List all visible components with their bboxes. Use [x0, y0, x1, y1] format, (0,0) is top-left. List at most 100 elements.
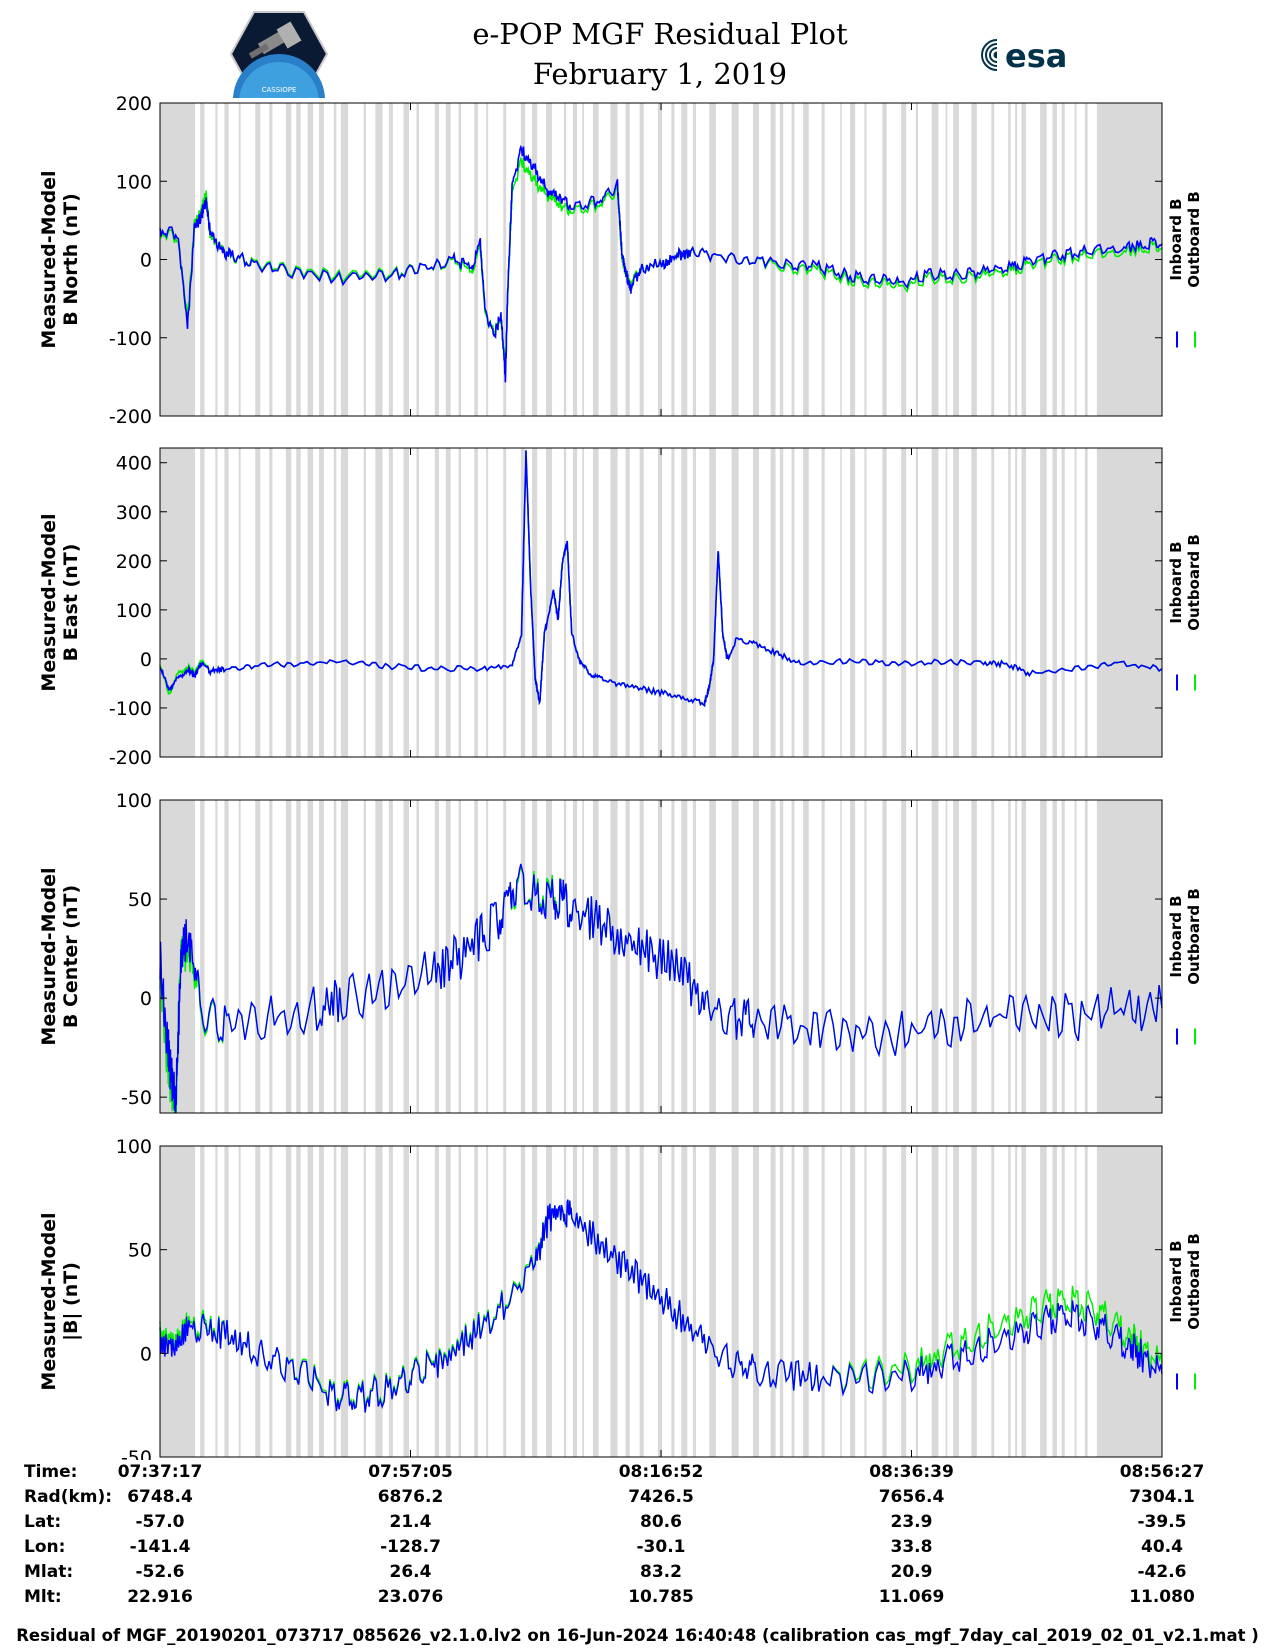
info-value: 08:16:52	[618, 1462, 704, 1482]
data-gap-stripe	[1074, 800, 1077, 1113]
info-value: 21.4	[389, 1512, 432, 1532]
data-gap-stripe	[238, 103, 241, 416]
data-gap-stripe	[296, 800, 301, 1113]
data-gap-stripe	[864, 448, 867, 757]
data-gap-stripe	[224, 800, 229, 1113]
data-gap-stripe	[333, 103, 337, 416]
y-axis-label: Measured-ModelB Center (nT)	[38, 867, 82, 1045]
data-gap-stripe	[610, 103, 618, 416]
info-value: -128.7	[380, 1537, 441, 1557]
y-tick-label: -200	[109, 406, 152, 428]
data-gap-stripe	[296, 1146, 301, 1457]
data-gap-stripe	[582, 103, 585, 416]
data-gap-stripe	[545, 448, 553, 757]
data-gap-stripe	[625, 800, 630, 1113]
y-axis-label-line-1: Measured-Model	[38, 1212, 60, 1390]
data-gap-stripe	[592, 1146, 599, 1457]
y-tick-label: -100	[109, 698, 152, 720]
data-gap-stripe	[403, 103, 410, 416]
data-gap-stripe	[945, 448, 948, 757]
data-gap-stripe	[1096, 800, 1162, 1113]
data-gap-stripe	[864, 1146, 867, 1457]
data-gap-stripe	[520, 103, 526, 416]
data-gap-stripe	[363, 800, 366, 1113]
data-gap-stripe	[850, 103, 856, 416]
data-gap-stripe	[864, 800, 867, 1113]
data-gap-stripe	[363, 1146, 366, 1457]
data-gap-stripe	[639, 1146, 644, 1457]
data-gap-stripe	[991, 448, 995, 757]
data-gap-stripe	[520, 800, 526, 1113]
y-tick-label: 100	[116, 600, 152, 622]
data-gap-stripe	[340, 800, 349, 1113]
data-gap-stripe	[403, 1146, 410, 1457]
y-tick-label: 200	[116, 551, 152, 573]
data-gap-stripe	[945, 800, 948, 1113]
data-gap-stripe	[625, 103, 630, 416]
data-gap-stripe	[882, 800, 887, 1113]
info-value: 23.076	[377, 1587, 444, 1607]
plot-frame	[159, 799, 1163, 1114]
y-tick-label: -50	[121, 1447, 152, 1460]
data-gap-stripe	[160, 448, 196, 757]
info-value: 23.9	[890, 1512, 933, 1532]
data-gap-stripe	[255, 800, 261, 1113]
info-row-label: Lon:	[24, 1537, 66, 1557]
data-gap-stripe	[915, 448, 919, 757]
data-gap-stripe	[200, 103, 205, 416]
data-gap-stripe	[545, 800, 553, 1113]
data-gap-stripe	[752, 800, 759, 1113]
legend: Inboard B Outboard B	[1167, 191, 1203, 348]
data-gap-stripe	[200, 800, 205, 1113]
data-gap-stripe	[307, 103, 314, 416]
data-gap-stripe	[375, 448, 383, 757]
y-tick-label: 100	[116, 790, 152, 812]
data-gap-stripe	[1021, 448, 1027, 757]
data-gap-stripe	[255, 103, 261, 416]
data-gap-stripe	[532, 103, 538, 416]
y-tick-label: 50	[128, 889, 152, 911]
data-gap-stripe	[1008, 800, 1011, 1113]
data-gap-stripe	[215, 103, 218, 416]
data-gap-stripe	[1084, 103, 1088, 416]
data-gap-stripe	[458, 448, 462, 757]
y-axis-label-line-1: Measured-Model	[38, 170, 60, 348]
data-gap-stripe	[971, 103, 977, 416]
data-gap-stripe	[307, 800, 314, 1113]
data-gap-stripe	[403, 448, 410, 757]
data-gap-stripe	[901, 1146, 907, 1457]
plot-title: e-POP MGF Residual Plot February 1, 2019	[0, 14, 1275, 94]
data-gap-stripe	[333, 1146, 337, 1457]
y-tick-label: -50	[121, 1087, 152, 1109]
data-gap-stripe	[1052, 800, 1057, 1113]
data-gap-stripe	[532, 800, 538, 1113]
data-gap-stripe	[319, 448, 324, 757]
y-tick-label: 50	[128, 1240, 152, 1262]
y-axis-label-line-2: |B| (nT)	[60, 1262, 82, 1341]
data-gap-stripe	[592, 800, 599, 1113]
data-gap-stripe	[545, 1146, 553, 1457]
data-gap-stripe	[486, 448, 489, 757]
data-gap-stripe	[901, 103, 907, 416]
data-gap-stripe	[971, 1146, 977, 1457]
data-gap-stripe	[681, 1146, 688, 1457]
data-gap-stripe	[255, 1146, 261, 1457]
data-gap-stripe	[791, 103, 795, 416]
data-gap-stripe	[416, 1146, 419, 1457]
series-inboard-line	[159, 1199, 1163, 1413]
data-gap-stripe	[1052, 448, 1057, 757]
y-axis-label-line-2: B Center (nT)	[60, 885, 82, 1028]
data-gap-stripe	[752, 448, 759, 757]
data-gap-stripe	[752, 1146, 759, 1457]
data-gap-stripe	[434, 800, 439, 1113]
orbit-info-table: Time: Rad(km): Lat: Lon: Mlat: Mlt: 07:37:17 67…	[0, 1462, 1275, 1622]
info-value: -30.1	[636, 1537, 686, 1557]
data-gap-stripe	[731, 448, 739, 757]
data-gap-stripe	[388, 103, 393, 416]
data-gap-stripe	[991, 1146, 995, 1457]
data-gap-stripe	[582, 800, 585, 1113]
info-value: 07:37:17	[117, 1462, 203, 1482]
data-gap-stripe	[639, 800, 644, 1113]
data-gap-stripe	[532, 1146, 538, 1457]
